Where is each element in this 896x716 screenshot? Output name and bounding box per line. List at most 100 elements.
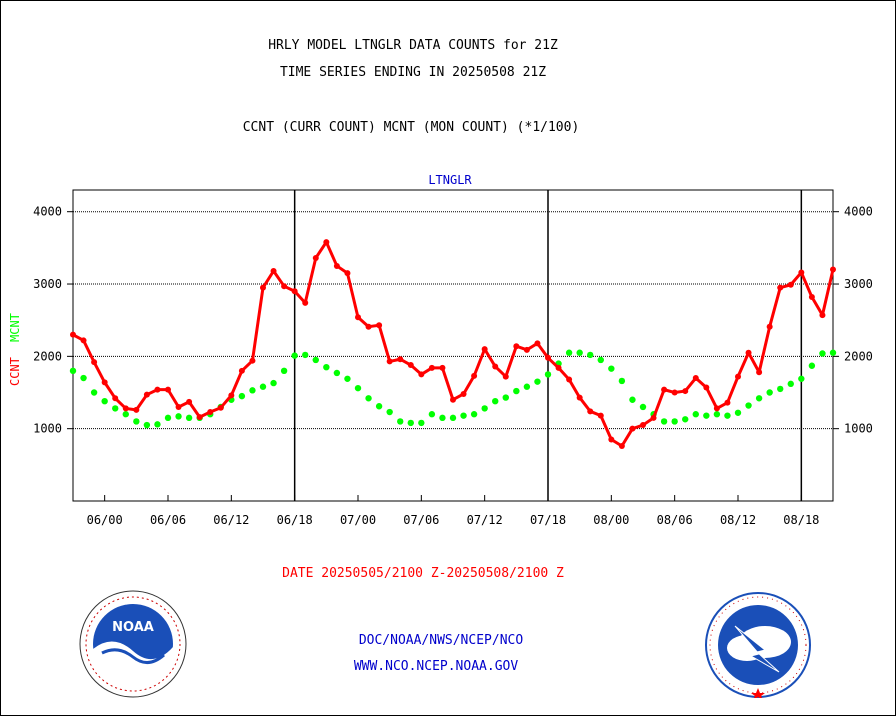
data-point-ccnt [661, 386, 668, 393]
data-point-ccnt [756, 369, 763, 376]
y-tick-label-left: 3000 [33, 277, 62, 291]
data-point-mcnt [534, 378, 541, 385]
data-point-ccnt [407, 362, 414, 369]
data-point-mcnt [449, 414, 457, 422]
data-point-ccnt [291, 288, 298, 295]
data-point-mcnt [112, 405, 119, 412]
data-point-ccnt [376, 322, 383, 329]
data-point-ccnt [713, 405, 720, 412]
data-point-mcnt [428, 411, 436, 418]
data-point-mcnt [808, 362, 816, 369]
chart-subtitle: CCNT (CURR COUNT) MCNT (MON COUNT) (*1/1… [242, 120, 580, 135]
data-point-mcnt [302, 351, 309, 359]
data-point-ccnt [513, 343, 520, 350]
y-tick-label-left: 1000 [33, 422, 62, 436]
y-axis-label-ccnt: CCNT [8, 357, 22, 386]
data-point-ccnt [101, 379, 108, 386]
x-tick-label: 08/06 [657, 513, 693, 527]
data-point-ccnt [386, 358, 393, 365]
data-point-ccnt [766, 323, 773, 330]
data-point-ccnt [745, 349, 752, 356]
data-point-mcnt [724, 412, 731, 419]
data-point-mcnt [787, 380, 794, 388]
data-point-mcnt [143, 421, 151, 429]
data-point-ccnt [323, 239, 330, 246]
data-point-mcnt [587, 351, 594, 359]
data-point-ccnt [112, 395, 119, 402]
data-point-mcnt [133, 418, 140, 425]
data-point-ccnt [154, 386, 161, 393]
data-point-ccnt [249, 357, 256, 364]
data-point-mcnt [798, 375, 805, 382]
data-point-ccnt [228, 392, 235, 399]
data-point-mcnt [713, 411, 721, 418]
data-point-mcnt [154, 421, 161, 428]
data-point-mcnt [470, 411, 478, 418]
data-point-mcnt [597, 356, 604, 364]
data-point-ccnt [70, 331, 76, 338]
data-point-mcnt [523, 383, 531, 390]
data-point-mcnt [692, 411, 699, 418]
x-tick-label: 07/12 [467, 513, 503, 527]
data-point-ccnt [650, 414, 657, 421]
nws-logo-icon [705, 592, 811, 698]
data-point-mcnt [576, 349, 583, 356]
data-point-ccnt [186, 398, 193, 405]
data-point-ccnt [576, 394, 583, 401]
data-point-ccnt [439, 364, 446, 371]
data-point-ccnt [523, 346, 530, 353]
y-tick-label-right: 3000 [844, 277, 873, 291]
x-tick-label: 06/12 [213, 513, 249, 527]
data-point-ccnt [492, 363, 499, 370]
data-point-ccnt [787, 281, 794, 288]
data-point-mcnt [249, 387, 256, 394]
data-point-mcnt [122, 411, 129, 418]
data-point-ccnt [450, 396, 456, 403]
y-tick-label-left: 2000 [33, 349, 62, 363]
data-point-ccnt [238, 367, 245, 374]
data-point-mcnt [755, 395, 763, 402]
data-point-ccnt [302, 299, 309, 306]
data-point-ccnt [333, 262, 340, 269]
noaa-logo-text: NOAA [112, 620, 154, 635]
x-tick-label: 07/06 [403, 513, 439, 527]
data-point-ccnt [735, 373, 741, 380]
data-point-mcnt [323, 363, 330, 371]
data-point-mcnt [291, 352, 298, 359]
data-point-ccnt [808, 294, 815, 301]
plot-frame [72, 189, 834, 502]
data-point-ccnt [80, 337, 87, 344]
x-tick-label: 07/00 [340, 513, 376, 527]
data-point-ccnt [481, 346, 488, 353]
data-point-mcnt [639, 403, 647, 411]
data-point-mcnt [439, 414, 446, 422]
noaa-logo-icon: NOAA [79, 590, 187, 698]
data-point-ccnt [671, 389, 678, 396]
data-point-ccnt [798, 269, 805, 276]
data-point-mcnt [502, 394, 509, 401]
data-point-ccnt [566, 376, 573, 383]
x-tick-label: 06/00 [87, 513, 123, 527]
data-point-ccnt [545, 354, 551, 361]
data-point-mcnt [90, 389, 98, 396]
data-point-mcnt [69, 367, 77, 375]
data-point-mcnt [407, 419, 414, 427]
data-point-mcnt [819, 350, 826, 357]
data-point-mcnt [829, 349, 837, 356]
data-point-mcnt [565, 349, 573, 356]
x-tick-label: 06/06 [150, 513, 186, 527]
y-tick-label-right: 2000 [844, 349, 873, 363]
panel-label: LTNGLR [428, 173, 472, 187]
data-point-ccnt [682, 388, 689, 395]
data-point-ccnt [703, 384, 710, 391]
data-point-mcnt [660, 418, 668, 425]
chart-title-line-2: TIME SERIES ENDING IN 20250508 21Z [279, 65, 547, 80]
data-point-ccnt [692, 375, 699, 382]
website-url-text: WWW.NCO.NCEP.NOAA.GOV [353, 659, 519, 674]
data-point-mcnt [544, 371, 552, 378]
data-point-mcnt [745, 402, 752, 409]
data-point-mcnt [164, 414, 172, 422]
data-point-mcnt [618, 377, 626, 385]
x-tick-label: 08/18 [783, 513, 819, 527]
